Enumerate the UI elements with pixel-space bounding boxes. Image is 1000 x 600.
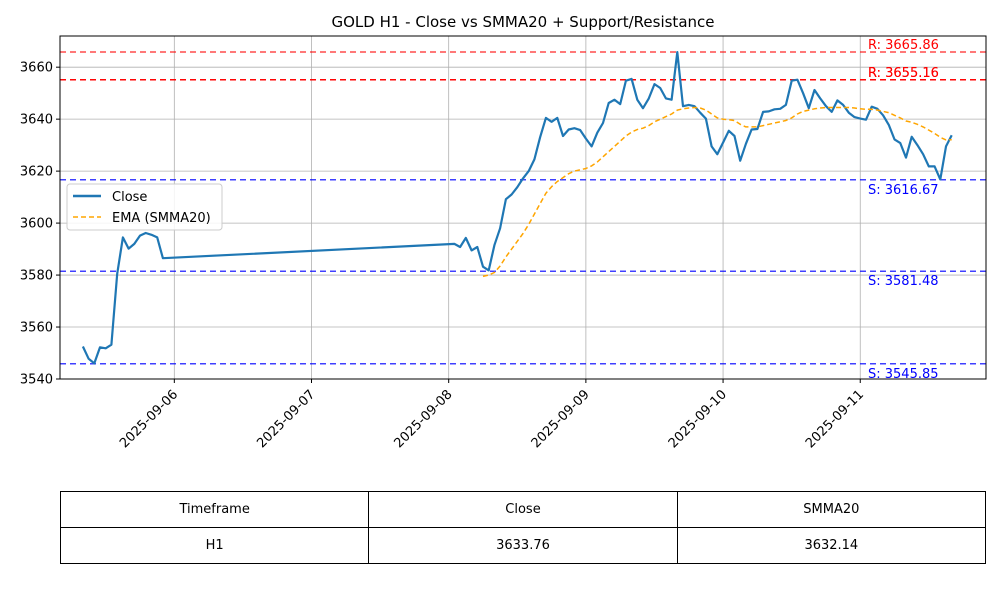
y-tick-label: 3640 — [20, 113, 53, 128]
plot-frame — [59, 35, 987, 380]
y-tick-label: 3540 — [20, 373, 53, 388]
legend-box — [66, 183, 223, 231]
x-tick-label: 2025-09-07 — [254, 387, 318, 451]
smma20-line — [482, 106, 952, 278]
table-header-cell: SMMA20 — [676, 491, 987, 528]
resistance-level-label: R: 3655.16 — [868, 66, 939, 81]
y-tick-label: 3580 — [20, 269, 53, 284]
legend-label-smma: EMA (SMMA20) — [112, 211, 211, 226]
support-level-label: S: 3581.48 — [868, 274, 939, 289]
resistance-level-label: R: 3655.16 — [868, 66, 939, 81]
y-tick-label: 3600 — [20, 217, 53, 232]
x-tick-label: 2025-09-11 — [803, 387, 867, 451]
x-tick-label: 2025-09-08 — [391, 387, 455, 451]
x-tick-label: 2025-09-10 — [666, 387, 730, 451]
table-header-cell: Timeframe — [59, 491, 370, 528]
chart: GOLD H1 - Close vs SMMA20 + Support/Resi… — [20, 13, 987, 451]
close-price-line — [81, 51, 953, 365]
support-level-label: S: 3616.67 — [868, 183, 939, 198]
table-row: H1 3633.76 3632.14 — [59, 527, 987, 564]
chart-title: GOLD H1 - Close vs SMMA20 + Support/Resi… — [331, 13, 714, 31]
resistance-level-label: R: 3665.86 — [868, 38, 939, 53]
y-tick-label: 3620 — [20, 165, 53, 180]
support-level-label: S: 3545.85 — [868, 367, 939, 382]
legend-label-close: Close — [112, 190, 147, 205]
grid — [60, 36, 986, 380]
legend: Close EMA (SMMA20) — [66, 183, 223, 231]
table-cell: H1 — [59, 527, 370, 564]
x-tick-label: 2025-09-09 — [529, 387, 593, 451]
table-header-row: Timeframe Close SMMA20 — [59, 491, 987, 528]
table-cell: 3632.14 — [676, 527, 987, 564]
summary-table: Timeframe Close SMMA20 H1 3633.76 3632.1… — [59, 491, 987, 564]
series — [81, 51, 953, 365]
x-tick-label: 2025-09-06 — [117, 387, 181, 451]
level-labels: R: 3665.86R: 3655.16R: 3655.16S: 3616.67… — [868, 38, 939, 382]
table-header-cell: Close — [368, 491, 678, 528]
table-cell: 3633.76 — [368, 527, 678, 564]
y-tick-label: 3560 — [20, 321, 53, 336]
y-tick-label: 3660 — [20, 61, 53, 76]
